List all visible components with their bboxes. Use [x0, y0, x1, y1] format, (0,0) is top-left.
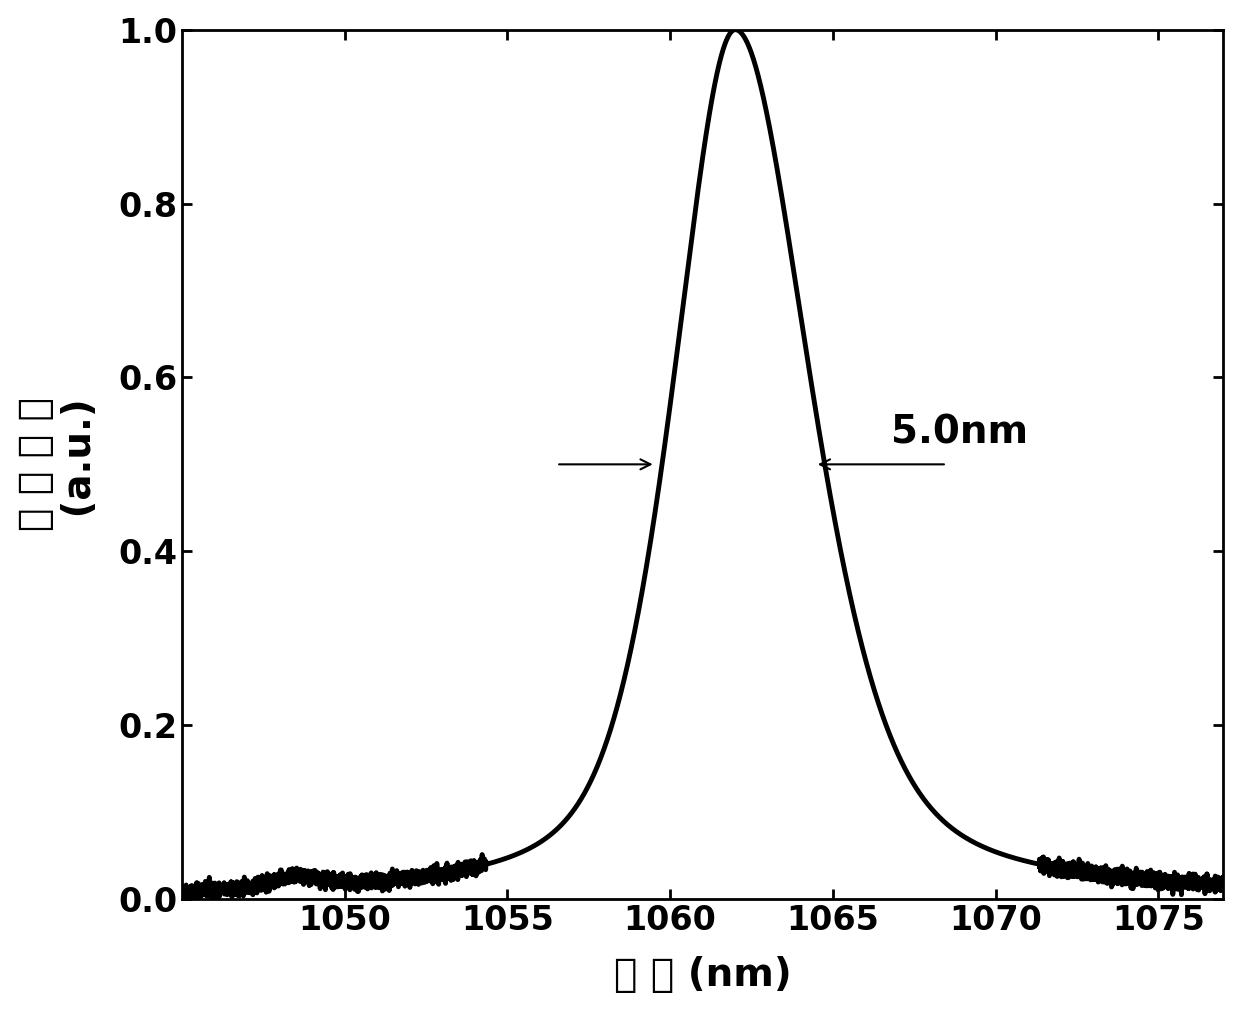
Text: 5.0nm: 5.0nm: [892, 413, 1028, 451]
Y-axis label: 相 对 强 度
 (a.u.): 相 对 强 度 (a.u.): [16, 397, 99, 532]
X-axis label: 波 长 (nm): 波 长 (nm): [614, 956, 791, 995]
